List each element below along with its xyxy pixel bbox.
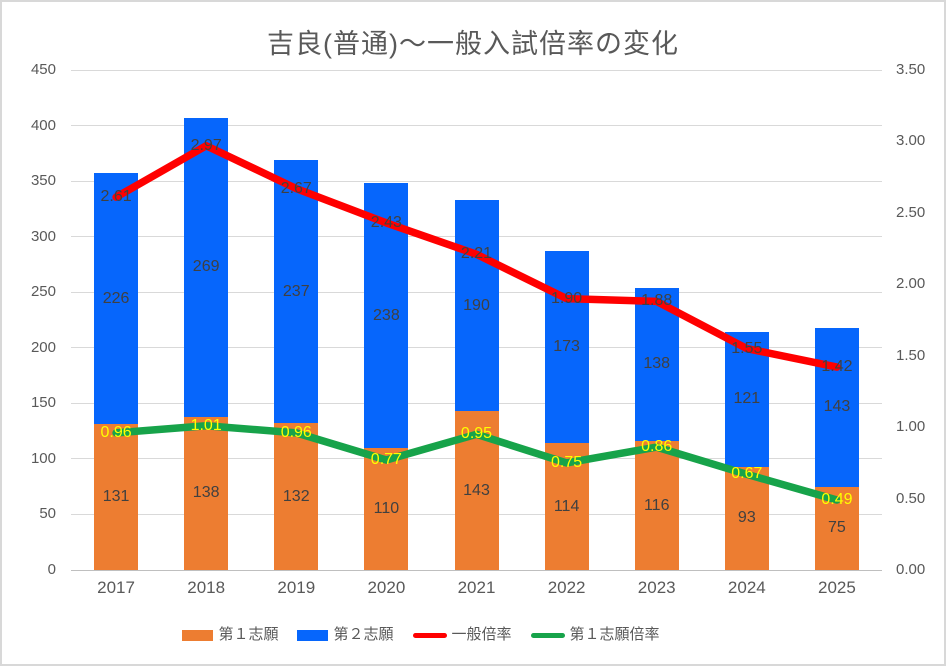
gridline <box>71 180 882 182</box>
gridline <box>71 125 882 127</box>
general-ratio-line-value-label: 1.42 <box>821 358 853 376</box>
first-choice-bar-segment <box>94 424 139 570</box>
axis-tick-label-left: 350 <box>30 172 56 190</box>
x-axis-label: 2025 <box>818 578 856 597</box>
second-choice-bar-value-label: 173 <box>553 338 580 356</box>
general-ratio-line-value-label: 2.43 <box>370 213 402 231</box>
second-choice-bar-segment <box>274 160 319 424</box>
second-choice-bar-segment <box>184 117 229 417</box>
first-choice-ratio-line-value-label: 0.75 <box>551 453 583 471</box>
axis-tick-label-left: 450 <box>30 61 56 78</box>
first-choice-ratio-line <box>112 421 841 504</box>
legend-swatch-first-choice-bar <box>182 629 214 641</box>
legend-item-second-choice-bar: 第２志願 <box>297 626 394 644</box>
x-axis-label: 2019 <box>277 578 316 597</box>
general-ratio-line-value-label: 1.88 <box>641 292 673 310</box>
axis-tick-label-right: 2.50 <box>896 203 926 221</box>
second-choice-bar-segment <box>814 327 859 487</box>
x-axis-label: 2022 <box>547 578 586 597</box>
first-choice-ratio-line-value-label: 0.96 <box>100 423 132 441</box>
legend-label: 第２志願 <box>333 626 394 643</box>
first-choice-ratio-line-value-label: 0.96 <box>280 423 312 441</box>
legend-item-general-ratio-line: 一般倍率 <box>412 626 512 644</box>
general-ratio-line-value-label: 1.55 <box>731 339 763 357</box>
legend-swatch-second-choice-bar <box>297 629 329 641</box>
first-choice-bar-value-label: 138 <box>192 484 220 502</box>
second-choice-bar-value-label: 190 <box>463 296 490 314</box>
first-choice-ratio-line-value-label: 0.67 <box>731 465 763 483</box>
first-choice-bar-value-label: 110 <box>373 499 400 517</box>
first-choice-bar-value-label: 93 <box>737 509 756 527</box>
second-choice-bar-segment <box>94 173 139 425</box>
x-axis-label: 2024 <box>727 578 766 597</box>
legend-label: 第１志願倍率 <box>569 626 660 643</box>
x-axis-label: 2021 <box>457 578 496 597</box>
first-choice-ratio-line-value-label: 0.95 <box>460 425 493 443</box>
axis-tick-label-left: 250 <box>30 283 56 301</box>
second-choice-bar-value-label: 121 <box>733 390 761 408</box>
first-choice-bar-value-label: 116 <box>643 496 670 514</box>
axis-tick-label-right: 3.50 <box>896 61 926 78</box>
first-choice-ratio-line-value-label: 0.86 <box>641 438 673 456</box>
x-axis-label: 2020 <box>367 578 406 597</box>
first-choice-bar-value-label: 131 <box>102 488 130 506</box>
second-choice-bar-value-label: 143 <box>823 398 851 416</box>
axis-tick-label-right: 0.50 <box>896 489 926 507</box>
first-choice-bar-segment <box>274 423 319 570</box>
first-choice-ratio-line-value-label: 1.01 <box>190 416 222 434</box>
second-choice-bar-value-label: 238 <box>373 306 400 324</box>
axis-tick-label-right: 1.50 <box>896 346 926 364</box>
axis-tick-label-right: 0.00 <box>896 561 926 578</box>
general-ratio-line-value-label: 1.90 <box>551 289 583 307</box>
first-choice-ratio-line-value-label: 0.49 <box>821 491 853 508</box>
x-axis-label: 2018 <box>187 578 226 597</box>
first-choice-bar-value-label: 114 <box>553 497 580 515</box>
legend-item-first-choice-ratio-line: 第１志願倍率 <box>530 626 660 644</box>
chart-title: 吉良(普通)～一般入試倍率の変化 <box>267 29 679 59</box>
second-choice-bar-value-label: 226 <box>102 289 130 307</box>
second-choice-bar-segment <box>544 251 589 444</box>
general-ratio-line-value-label: 2.97 <box>190 136 222 154</box>
second-choice-bar-value-label: 237 <box>282 282 310 300</box>
axis-tick-label-left: 300 <box>30 227 56 245</box>
first-choice-bar-value-label: 132 <box>282 487 310 505</box>
first-choice-bar-segment <box>364 447 409 570</box>
legend-item-first-choice-bar: 第１志願 <box>182 626 278 644</box>
axis-tick-label-left: 0 <box>47 561 56 578</box>
first-choice-bar-segment <box>184 416 229 570</box>
gridline <box>71 569 882 571</box>
legend: 第１志願 第２志願 一般倍率 第１志願倍率 <box>2 626 944 644</box>
axis-tick-label-left: 400 <box>30 116 56 134</box>
legend-label: 一般倍率 <box>451 626 512 643</box>
first-choice-bar-segment <box>634 441 679 570</box>
axis-tick-label-left: 150 <box>30 394 56 412</box>
first-choice-bar-segment <box>724 466 769 570</box>
legend-swatch-first-choice-ratio-line <box>530 632 565 638</box>
first-choice-ratio-line-value-label: 0.77 <box>370 451 402 468</box>
axis-tick-label-left: 200 <box>30 338 56 356</box>
x-axis-label: 2017 <box>97 578 135 597</box>
first-choice-bar-value-label: 75 <box>828 519 846 537</box>
axis-tick-label-left: 100 <box>30 449 56 467</box>
general-ratio-line-value-label: 2.61 <box>100 188 132 206</box>
legend-swatch-general-ratio-line <box>412 632 447 638</box>
x-axis-label: 2023 <box>637 578 676 597</box>
gridline <box>71 69 882 71</box>
second-choice-bar-value-label: 269 <box>192 258 220 276</box>
second-choice-bar-value-label: 138 <box>643 355 671 373</box>
axis-tick-label-left: 50 <box>39 505 56 523</box>
axis-tick-label-right: 2.00 <box>896 275 926 293</box>
general-ratio-line <box>112 141 841 371</box>
line-layer <box>112 141 841 504</box>
first-choice-bar-value-label: 143 <box>463 481 490 499</box>
second-choice-bar-segment <box>454 200 499 412</box>
plot-area: 131 226 138 269 132 237 110 238 143 190 114 173 116 1… <box>71 69 882 571</box>
general-ratio-line-value-label: 2.67 <box>280 179 312 197</box>
axis-tick-label-right: 1.00 <box>896 418 926 436</box>
legend-label: 第１志願 <box>218 626 279 643</box>
general-ratio-line-value-label: 2.21 <box>460 245 493 263</box>
axis-tick-label-right: 3.00 <box>896 132 926 150</box>
